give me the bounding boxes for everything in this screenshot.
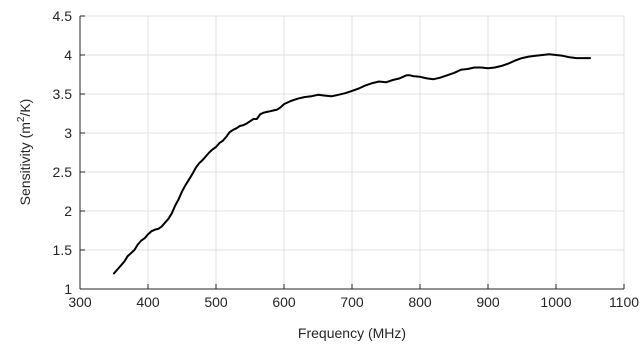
grid-lines bbox=[79, 15, 625, 290]
y-tick-label: 3.5 bbox=[53, 86, 73, 102]
y-axis-label-sup: 2 bbox=[16, 116, 27, 122]
x-tick-label: 600 bbox=[272, 294, 296, 310]
x-tick-label: 1100 bbox=[609, 294, 639, 310]
y-tick-label: 2.5 bbox=[53, 164, 73, 180]
y-tick-label: 1 bbox=[64, 281, 72, 297]
y-axis-label-suffix: /K) bbox=[17, 99, 33, 117]
series-line bbox=[113, 53, 591, 275]
x-tick-label: 900 bbox=[476, 294, 500, 310]
x-tick-label: 500 bbox=[204, 294, 228, 310]
tick-labels: 300 400 500 600 700 800 900 1000 1100 1 1.5 2 2.5 3 3.… bbox=[53, 8, 640, 310]
y-tick-label: 2 bbox=[64, 203, 72, 219]
x-tick-label: 1000 bbox=[540, 294, 571, 310]
y-axis-label: Sensitivity (m2/K) bbox=[16, 99, 33, 206]
y-tick-label: 1.5 bbox=[53, 242, 73, 258]
x-tick-label: 300 bbox=[68, 294, 92, 310]
y-tick-label: 4 bbox=[64, 47, 72, 63]
y-tick-label: 3 bbox=[64, 125, 72, 141]
x-tick-label: 700 bbox=[340, 294, 364, 310]
series-group bbox=[113, 53, 591, 275]
x-axis-label: Frequency (MHz) bbox=[298, 325, 406, 341]
x-tick-label: 400 bbox=[136, 294, 160, 310]
axes bbox=[79, 15, 625, 290]
y-tick-label: 4.5 bbox=[53, 8, 73, 24]
y-axis-label-prefix: Sensitivity (m bbox=[17, 122, 33, 205]
x-tick-label: 800 bbox=[408, 294, 432, 310]
